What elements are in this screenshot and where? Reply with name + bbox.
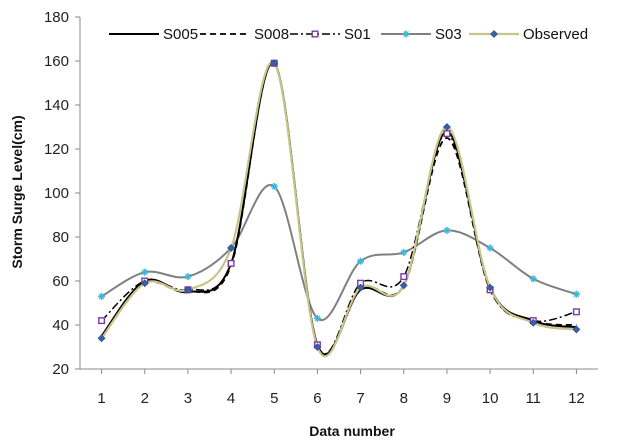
series-markers: [97, 59, 581, 351]
axes: [75, 16, 598, 374]
x-tick-label: 6: [313, 390, 321, 407]
data-point-observed: [140, 279, 149, 288]
y-tick-label: 160: [44, 53, 69, 70]
data-point-s01: [227, 259, 235, 267]
x-tick-label: 5: [270, 390, 278, 407]
x-axis-title: Data number: [309, 423, 395, 439]
y-tick-label: 40: [52, 317, 69, 334]
data-point-s03: [400, 248, 408, 256]
x-tick-label: 2: [141, 390, 149, 407]
data-point-s03: [270, 182, 278, 190]
data-point-observed: [442, 123, 451, 131]
y-tick-labels: 20 40 60 80 100 120 140 160 180: [44, 9, 69, 378]
data-point-s03: [529, 275, 537, 283]
x-tick-label: 3: [184, 390, 192, 407]
x-tick-label: 11: [525, 390, 541, 407]
legend-label: S008: [254, 26, 289, 43]
legend-item-s005: S005: [109, 26, 198, 43]
data-point-observed: [227, 244, 236, 252]
x-tick-labels: 1 2 3 4 5 6 7 8 9 10 11 12: [97, 390, 584, 407]
data-point-s03: [486, 244, 494, 252]
series-line-observed: [100, 61, 577, 358]
y-tick-label: 80: [52, 229, 69, 246]
data-point-s01: [98, 317, 106, 325]
data-point-observed: [313, 343, 322, 351]
legend-marker: [402, 30, 410, 38]
data-point-observed: [356, 283, 365, 292]
data-point-s03: [184, 273, 192, 281]
y-axis-title: Storm Surge Level(cm): [9, 115, 25, 268]
y-tick-label: 120: [44, 141, 69, 158]
legend-item-s01: S01: [290, 26, 371, 43]
x-tick-label: 12: [568, 390, 585, 407]
data-point-s03: [141, 268, 149, 276]
data-point-observed: [183, 285, 192, 294]
y-tick-label: 60: [52, 273, 69, 290]
legend-item-s008: S008: [200, 26, 289, 43]
data-point-observed: [486, 283, 495, 292]
legend-marker: [311, 30, 319, 38]
data-point-observed: [399, 281, 408, 290]
legend: S005 S008 S01 S03 Observed: [109, 26, 588, 43]
data-point-s03: [357, 257, 365, 265]
legend-label: S01: [344, 26, 371, 43]
data-point-observed: [572, 325, 581, 334]
data-point-observed: [270, 59, 279, 68]
legend-item-s03: S03: [381, 26, 462, 43]
legend-item-observed: Observed: [469, 26, 588, 43]
x-tick-label: 8: [400, 390, 408, 407]
x-tick-label: 7: [356, 390, 364, 407]
data-point-s03: [572, 290, 580, 298]
data-point-s03: [443, 226, 451, 234]
data-point-observed: [529, 318, 538, 327]
y-tick-label: 20: [52, 361, 69, 378]
data-point-s03: [98, 292, 106, 300]
legend-label: S03: [435, 26, 462, 43]
x-tick-label: 4: [227, 390, 235, 407]
y-tick-label: 100: [44, 185, 69, 202]
y-tick-label: 140: [44, 97, 69, 114]
data-point-s03: [313, 314, 321, 322]
data-point-s01: [443, 130, 451, 138]
x-tick-label: 1: [97, 390, 105, 407]
legend-label: S005: [163, 26, 198, 43]
y-tick-label: 180: [44, 9, 69, 26]
x-tick-label: 10: [482, 390, 499, 407]
legend-label: Observed: [523, 26, 588, 43]
data-point-s01: [572, 308, 580, 316]
legend-marker: [490, 30, 498, 38]
data-point-s01: [400, 273, 408, 281]
data-point-observed: [97, 334, 106, 343]
x-tick-label: 9: [443, 390, 451, 407]
